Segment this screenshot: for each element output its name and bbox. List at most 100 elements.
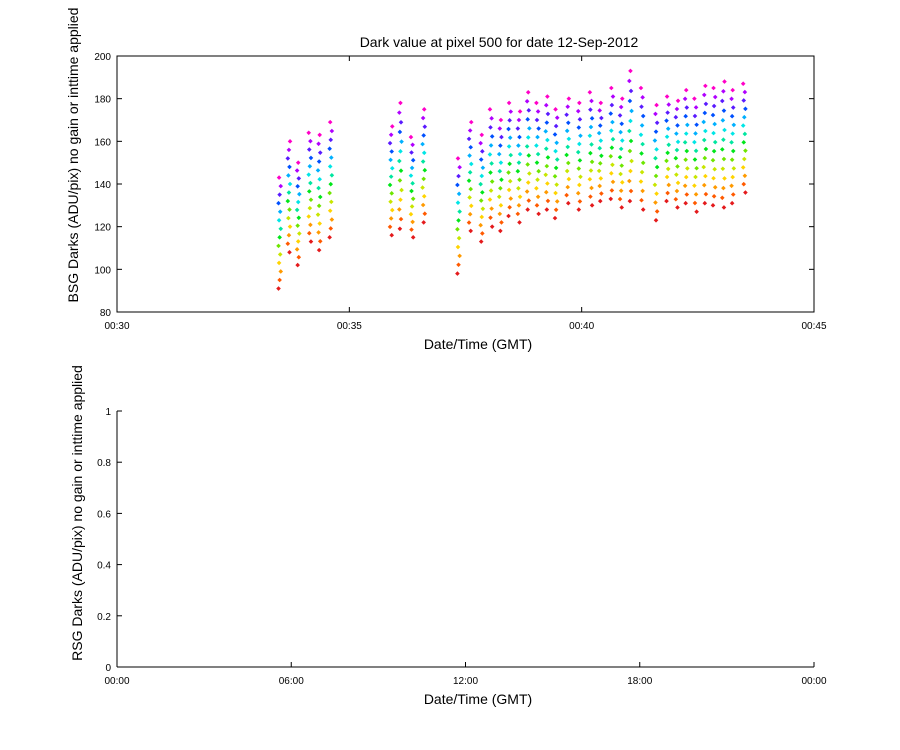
data-point	[285, 156, 291, 161]
bsg-x-tick-label: 00:30	[104, 321, 129, 332]
data-point	[564, 152, 569, 158]
data-point	[683, 200, 688, 206]
data-point	[307, 205, 313, 211]
data-point	[743, 190, 748, 195]
bsg-darks-points	[276, 68, 748, 291]
data-point	[545, 111, 551, 117]
data-point	[480, 190, 485, 195]
data-point	[653, 200, 658, 205]
data-point	[535, 134, 540, 140]
data-point	[664, 158, 669, 164]
data-point	[478, 239, 484, 244]
data-point	[628, 68, 633, 74]
data-point	[517, 220, 522, 225]
data-point	[467, 128, 473, 133]
data-point	[640, 160, 646, 166]
data-point	[674, 172, 679, 177]
data-point	[730, 192, 736, 197]
data-point	[694, 165, 699, 171]
data-point	[566, 136, 572, 142]
data-point	[729, 157, 735, 163]
bsg-y-axis-label: BSG Darks (ADU/pix) no gain or inttime a…	[65, 8, 81, 303]
data-point	[499, 177, 504, 183]
data-point	[317, 238, 323, 244]
data-point	[545, 137, 550, 143]
data-point	[286, 173, 291, 178]
data-point	[455, 244, 461, 250]
data-point	[516, 185, 521, 191]
data-point	[554, 199, 560, 204]
data-point	[498, 160, 504, 165]
data-point	[565, 104, 571, 110]
data-point	[701, 164, 706, 170]
data-point	[467, 211, 473, 217]
data-point	[409, 165, 415, 171]
data-point	[693, 131, 698, 136]
data-point	[276, 243, 281, 249]
data-point	[535, 177, 540, 183]
data-point	[554, 157, 560, 162]
data-point	[703, 101, 709, 107]
data-point	[488, 125, 493, 130]
data-point	[534, 160, 540, 165]
data-point	[286, 232, 292, 238]
data-point	[294, 247, 300, 252]
rsg-x-axis-label: Date/Time (GMT)	[424, 691, 532, 707]
data-point	[316, 230, 321, 235]
data-point	[534, 203, 540, 208]
data-point	[565, 160, 571, 166]
rsg-x-tick-label: 12:00	[453, 676, 478, 687]
data-point	[388, 157, 393, 163]
data-point	[554, 115, 560, 121]
data-point	[329, 155, 334, 160]
data-point	[457, 209, 462, 214]
data-point	[499, 220, 504, 225]
data-point	[316, 247, 322, 253]
data-point	[387, 182, 393, 188]
data-point	[729, 113, 735, 119]
data-point	[598, 138, 604, 143]
data-point	[639, 197, 644, 203]
data-point	[496, 151, 502, 157]
data-point	[654, 120, 660, 126]
data-point	[577, 141, 582, 147]
data-point	[308, 138, 313, 144]
data-point	[277, 192, 282, 197]
data-point	[517, 151, 523, 157]
data-point	[609, 171, 614, 176]
data-point	[721, 108, 727, 113]
data-point	[397, 158, 402, 164]
data-point	[468, 119, 474, 125]
data-point	[285, 198, 291, 204]
data-point	[455, 156, 461, 161]
data-point	[682, 183, 688, 189]
rsg-y-ticks: 0 0.2 0.4 0.6 0.8 1	[97, 407, 122, 674]
data-point	[399, 139, 404, 144]
data-point	[575, 149, 581, 155]
rsg-x-tick-label: 00:00	[104, 676, 129, 687]
data-point	[683, 157, 688, 163]
data-point	[653, 155, 658, 161]
data-point	[295, 262, 300, 268]
data-point	[544, 120, 550, 125]
data-point	[278, 226, 284, 232]
data-point	[578, 174, 583, 180]
data-point	[410, 157, 416, 163]
data-point	[306, 172, 312, 177]
data-point	[683, 113, 688, 119]
data-point	[294, 168, 300, 173]
data-point	[740, 81, 746, 87]
data-point	[543, 189, 549, 195]
data-point	[654, 164, 660, 170]
data-point	[410, 142, 415, 148]
bsg-x-tick-label: 00:35	[337, 321, 362, 332]
data-point	[693, 192, 699, 197]
data-point	[575, 190, 581, 196]
data-point	[675, 164, 680, 169]
data-point	[684, 148, 690, 154]
data-point	[526, 108, 532, 113]
data-point	[466, 136, 472, 142]
rsg-x-ticks: 00:00 06:00 12:00 18:00 00:00	[104, 662, 827, 687]
data-point	[498, 203, 504, 208]
